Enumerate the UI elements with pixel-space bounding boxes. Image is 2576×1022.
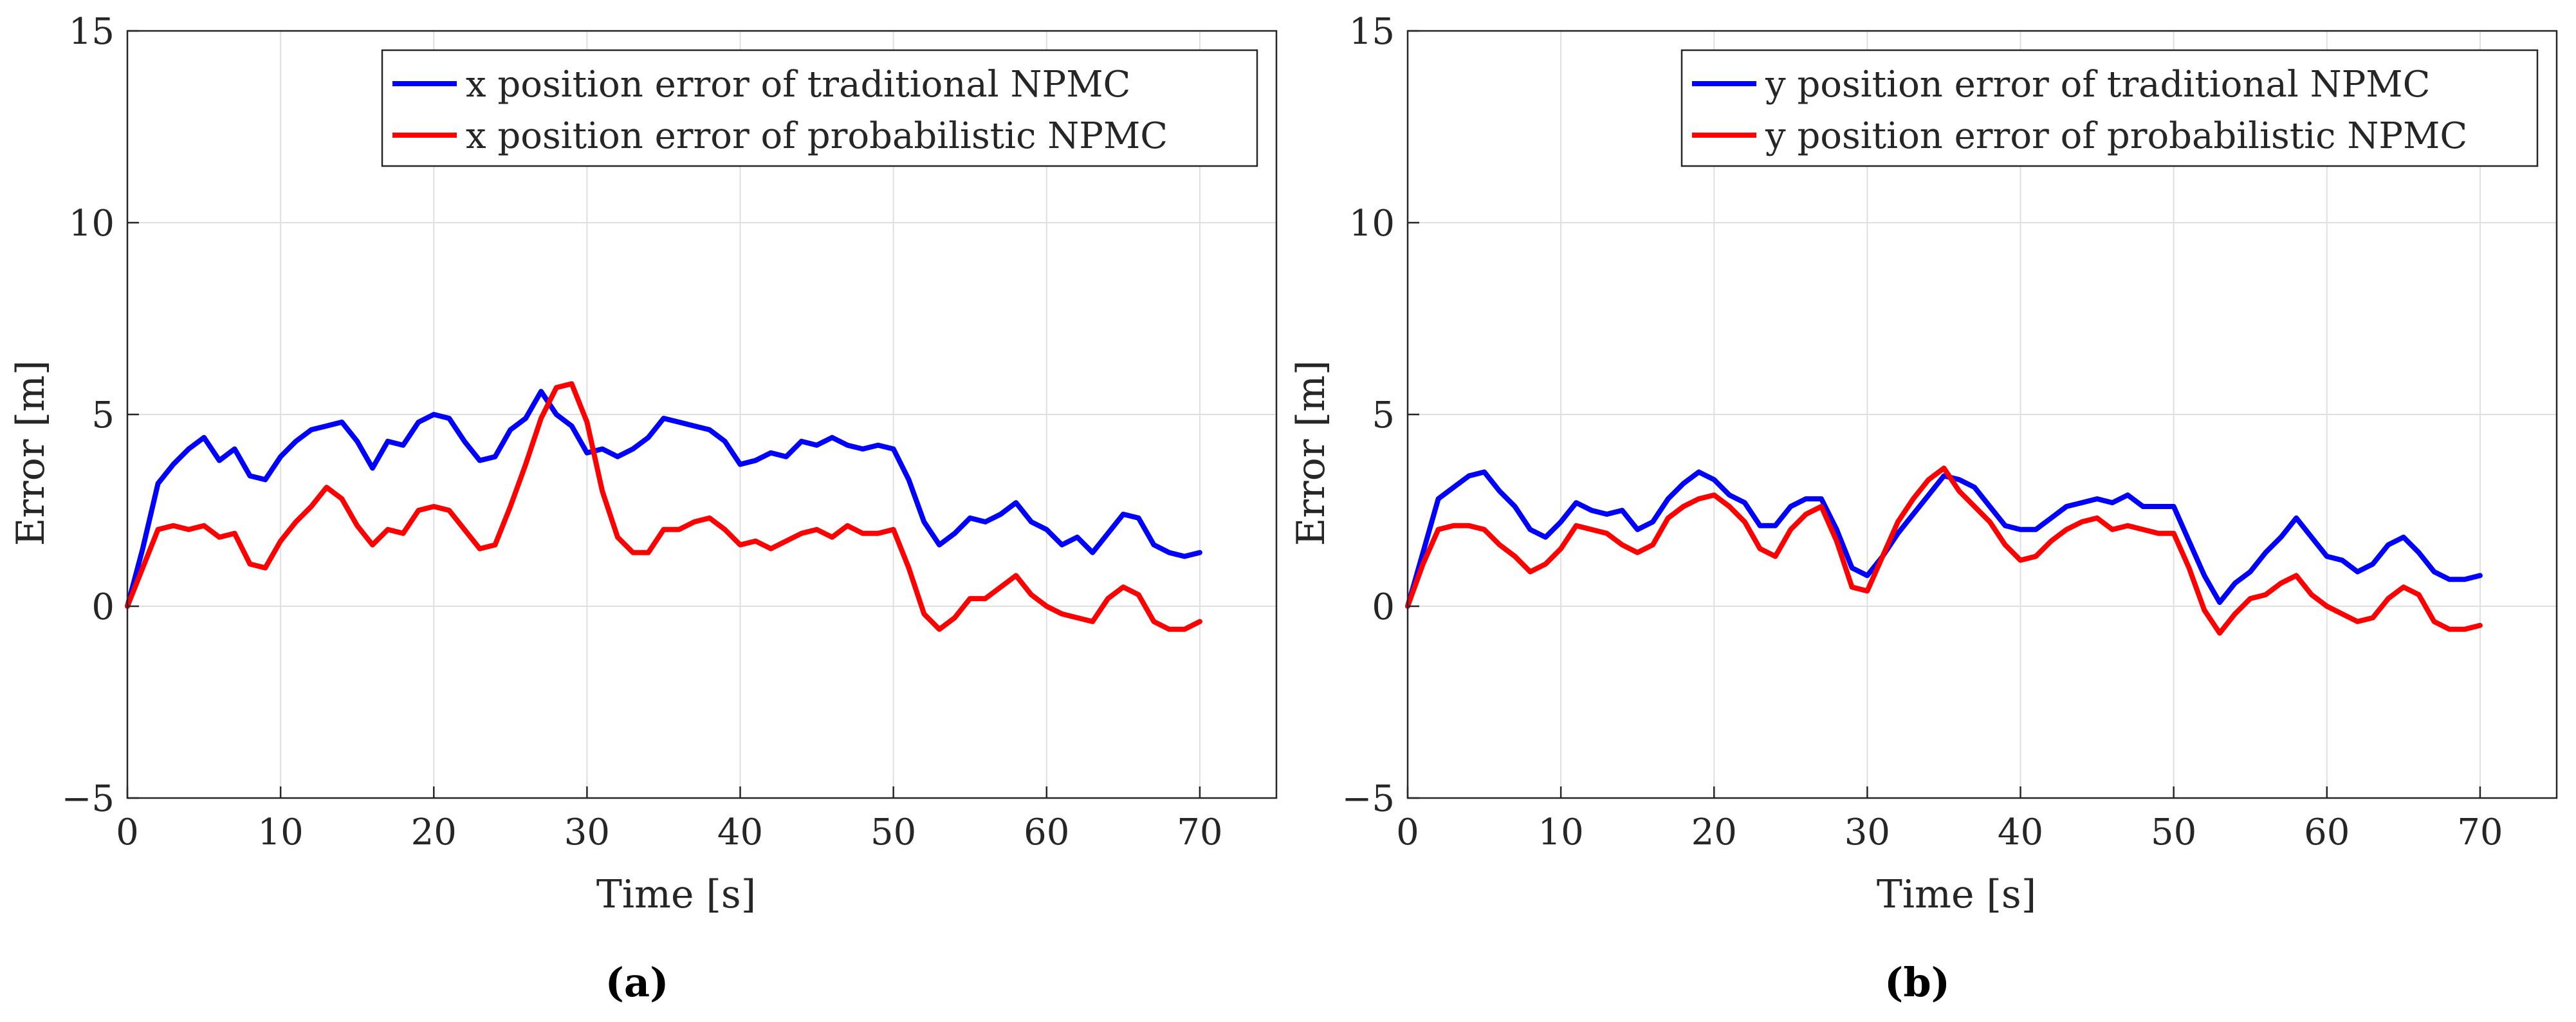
series-line-probabilistic xyxy=(1405,465,2483,636)
y-tick-label: 10 xyxy=(1349,203,1395,245)
x-axis-label: Time [s] xyxy=(596,872,756,917)
legend-label: y position error of probabilistic NPMC xyxy=(1765,115,2467,157)
x-tick-label: 70 xyxy=(1177,812,1222,853)
y-tick-label: 0 xyxy=(1372,586,1395,628)
y-tick-label: −5 xyxy=(61,778,115,820)
legend: x position error of traditional NPMC x po… xyxy=(381,49,1258,167)
x-tick-label: 60 xyxy=(1024,812,1069,853)
legend-box xyxy=(381,49,1258,167)
series-line-traditional xyxy=(1405,469,2483,609)
y-axis-label: Error [m] xyxy=(8,360,53,546)
y-tick-label: 0 xyxy=(91,586,115,628)
x-tick-label: 10 xyxy=(1538,812,1584,853)
x-tick-label: 30 xyxy=(1845,812,1890,853)
y-axis-label: Error [m] xyxy=(1289,360,1334,546)
x-tick-label: 70 xyxy=(2457,812,2503,853)
x-tick-label: 20 xyxy=(411,812,457,853)
legend: y position error of traditional NPMC y po… xyxy=(1680,49,2539,167)
x-tick-label: 20 xyxy=(1691,812,1737,853)
panel-caption: (b) xyxy=(1884,959,1950,1006)
y-tick-label: 5 xyxy=(91,395,115,436)
y-tick-label: 15 xyxy=(69,11,115,53)
y-tick-label: 5 xyxy=(1372,395,1395,436)
x-tick-label: 50 xyxy=(2151,812,2196,853)
x-tick-label: 30 xyxy=(564,812,610,853)
y-tick-label: 15 xyxy=(1349,11,1395,53)
panel-caption: (a) xyxy=(605,959,669,1006)
x-tick-label: 0 xyxy=(1396,812,1419,853)
series-line-probabilistic xyxy=(125,381,1202,632)
legend-box xyxy=(1680,49,2539,167)
legend-label: x position error of probabilistic NPMC xyxy=(466,115,1168,157)
y-tick-label: 10 xyxy=(69,203,115,245)
x-tick-label: 60 xyxy=(2304,812,2350,853)
series-line-traditional xyxy=(125,389,1202,609)
x-tick-label: 40 xyxy=(717,812,763,853)
legend-label: x position error of traditional NPMC xyxy=(466,64,1130,106)
x-tick-label: 0 xyxy=(116,812,139,853)
x-tick-label: 50 xyxy=(870,812,916,853)
x-axis-label: Time [s] xyxy=(1877,872,2036,917)
y-tick-label: −5 xyxy=(1341,778,1395,820)
x-tick-label: 10 xyxy=(258,812,304,853)
x-tick-label: 40 xyxy=(1998,812,2043,853)
legend-label: y position error of traditional NPMC xyxy=(1765,64,2430,106)
